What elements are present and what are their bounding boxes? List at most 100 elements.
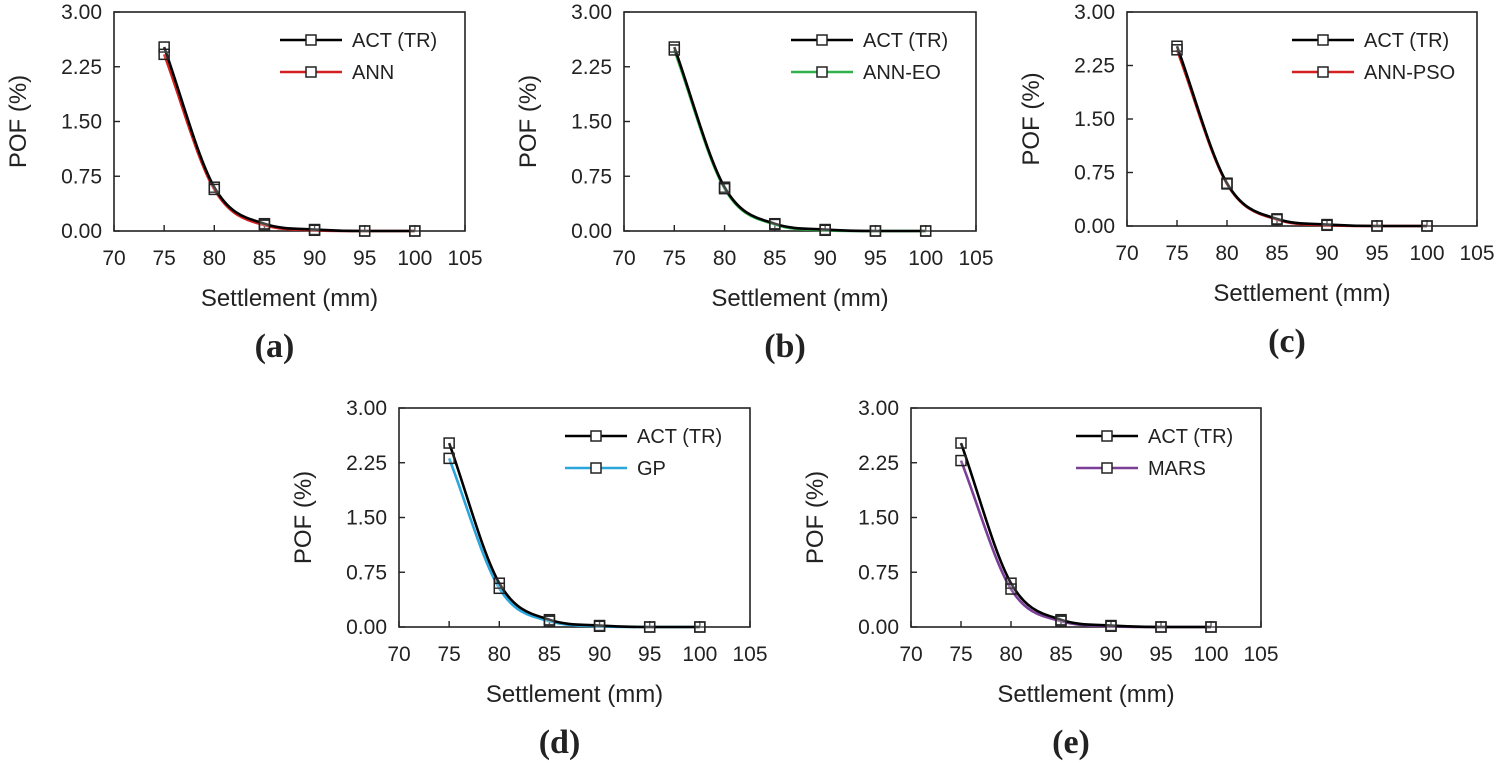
legend-label-0: ACT (TR) — [637, 426, 722, 448]
legend-marker-1 — [1317, 66, 1329, 78]
y-tick-label: 0.75 — [858, 561, 899, 584]
y-tick-label: 2.25 — [61, 56, 102, 79]
y-axis-label: POF (%) — [290, 471, 317, 564]
data-point-s1-4 — [643, 621, 656, 633]
legend-label-1: GP — [637, 458, 666, 480]
series-line-0 — [1175, 45, 1427, 228]
x-tick-label: 95 — [864, 247, 887, 270]
y-axis-label: POF (%) — [1018, 72, 1045, 165]
x-tick-label: 75 — [1165, 242, 1188, 265]
x-tick-label: 105 — [1243, 643, 1278, 666]
data-point-s1-0 — [158, 48, 170, 61]
panel-label: (d) — [539, 724, 581, 761]
y-tick-label: 3.00 — [858, 397, 899, 420]
legend-marker-1 — [1101, 462, 1113, 474]
x-tick-label: 100 — [1409, 242, 1444, 265]
data-point-s1-0 — [443, 452, 455, 465]
chart-panel-e: 70 75 80 85 90 95 100 105 0.00 0.75 1.50 2.25 3.00 Se… — [802, 397, 1279, 761]
data-point-s1-3 — [308, 224, 321, 237]
x-tick-label: 90 — [1315, 242, 1338, 265]
x-tick-label: 80 — [203, 247, 226, 270]
legend-marker-0 — [305, 34, 317, 46]
data-point-s1-4 — [1371, 220, 1383, 232]
panel-label: (e) — [1052, 724, 1090, 761]
x-tick-label: 75 — [949, 643, 972, 666]
legend-label-1: ANN — [352, 62, 394, 84]
y-tick-label: 2.25 — [858, 452, 899, 475]
x-tick-label: 85 — [253, 247, 276, 270]
panel-label: (c) — [1268, 323, 1306, 360]
legend-label-1: ANN-PSO — [1364, 62, 1455, 84]
x-tick-label: 70 — [612, 247, 635, 270]
legend-label-0: ACT (TR) — [352, 30, 437, 52]
data-point-s1-2 — [543, 615, 556, 627]
x-tick-label: 100 — [397, 247, 432, 270]
series-line-0 — [162, 46, 415, 233]
x-tick-label: 70 — [899, 643, 922, 666]
y-tick-label: 2.25 — [1074, 55, 1115, 78]
y-tick-label: 0.00 — [1074, 215, 1115, 238]
x-axis-label: Settlement (mm) — [711, 285, 888, 312]
legend-marker-1 — [305, 66, 317, 78]
x-tick-label: 95 — [1149, 643, 1172, 666]
data-point-s1-4 — [869, 225, 882, 237]
x-tick-label: 85 — [763, 247, 786, 270]
y-tick-label: 1.50 — [1074, 108, 1115, 131]
chart-panel-d: 70 75 80 85 90 95 100 105 0.00 0.75 1.50 2.25 3.00 Se… — [290, 397, 768, 761]
x-axis-label: Settlement (mm) — [1213, 280, 1390, 307]
data-point-s0-0 — [955, 437, 967, 449]
x-tick-label: 85 — [538, 643, 561, 666]
data-point-s1-4 — [1155, 621, 1167, 633]
y-tick-label: 0.75 — [346, 561, 387, 584]
x-axis-label: Settlement (mm) — [486, 681, 663, 708]
data-point-s1-5 — [1421, 220, 1433, 232]
x-tick-label: 90 — [1099, 643, 1122, 666]
y-tick-label: 2.25 — [571, 56, 612, 79]
y-tick-label: 0.00 — [858, 616, 899, 639]
legend-label-0: ACT (TR) — [863, 30, 948, 52]
legend-marker-1 — [590, 462, 602, 474]
legend-marker-1 — [816, 66, 828, 78]
x-tick-label: 100 — [682, 643, 717, 666]
y-tick-label: 1.50 — [346, 507, 387, 530]
data-point-s0-1 — [1005, 577, 1017, 589]
x-tick-label: 70 — [1115, 242, 1138, 265]
x-tick-label: 90 — [303, 247, 326, 270]
y-tick-label: 1.50 — [61, 111, 102, 134]
chart-panel-c: 70 75 80 85 90 95 100 105 0.00 0.75 1.50 2.25 3.00 Se… — [1018, 1, 1495, 360]
data-point-s1-3 — [1105, 620, 1117, 633]
legend-marker-0 — [816, 34, 828, 46]
x-tick-label: 105 — [447, 247, 482, 270]
y-tick-label: 3.00 — [571, 1, 612, 24]
x-axis-label: Settlement (mm) — [997, 681, 1174, 708]
data-point-s1-2 — [1055, 615, 1067, 627]
data-point-s0-0 — [158, 41, 170, 53]
x-tick-label: 105 — [958, 247, 993, 270]
data-point-s1-5 — [919, 225, 932, 237]
data-point-s1-5 — [694, 621, 706, 633]
panel-label: (a) — [255, 328, 295, 365]
data-point-s1-0 — [955, 454, 967, 467]
x-tick-label: 75 — [663, 247, 686, 270]
chart-panel-b: 70 75 80 85 90 95 100 105 0.00 0.75 1.50 2.25 3.00 Se… — [515, 1, 994, 365]
x-axis-label: Settlement (mm) — [201, 285, 378, 312]
x-tick-label: 90 — [588, 643, 611, 666]
series-line-0 — [959, 442, 1211, 629]
legend-marker-0 — [1101, 430, 1113, 442]
x-tick-label: 100 — [908, 247, 943, 270]
y-axis-label: POF (%) — [5, 75, 32, 168]
data-point-s1-1 — [208, 183, 221, 196]
series-line-1 — [959, 460, 1211, 629]
x-tick-label: 80 — [488, 643, 511, 666]
data-point-s1-3 — [819, 224, 831, 237]
y-tick-label: 0.75 — [571, 165, 612, 188]
y-axis-label: POF (%) — [515, 75, 542, 168]
chart-panel-a: 70 75 80 85 90 95 100 105 0.00 0.75 1.50 2.25 3.00 Se… — [5, 1, 483, 365]
legend-label-0: ACT (TR) — [1364, 30, 1449, 52]
y-tick-label: 3.00 — [1074, 1, 1115, 24]
legend-marker-0 — [1317, 34, 1329, 46]
data-point-s1-1 — [718, 182, 731, 195]
x-tick-label: 75 — [152, 247, 175, 270]
x-tick-label: 80 — [713, 247, 736, 270]
